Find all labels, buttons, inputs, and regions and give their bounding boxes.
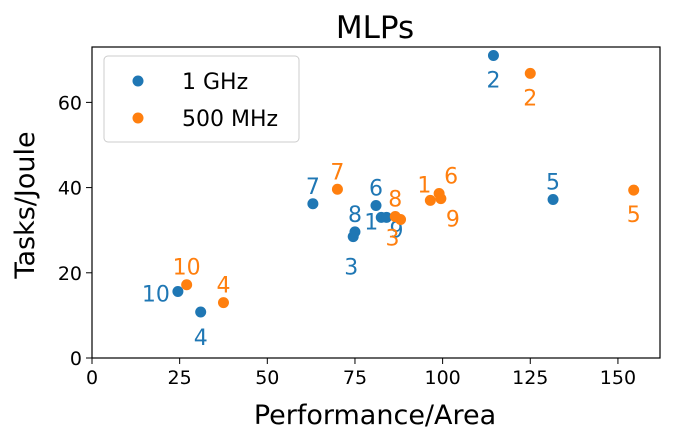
- legend: 1 GHz 500 MHz: [103, 55, 300, 143]
- data-point: [389, 211, 401, 223]
- x-tick-label: 0: [86, 367, 98, 389]
- point-label: 2: [486, 69, 500, 94]
- point-label: 6: [369, 176, 383, 201]
- data-point: [381, 211, 393, 223]
- y-tick-label: 40: [58, 178, 82, 200]
- y-axis-title: Tasks/Joule: [10, 131, 41, 279]
- legend-marker-500mhz: [132, 112, 144, 124]
- point-label: 8: [348, 203, 362, 228]
- data-point: [628, 184, 640, 196]
- x-axis-title: Performance/Area: [254, 400, 496, 431]
- point-label: 4: [216, 274, 230, 299]
- point-label: 9: [446, 208, 460, 233]
- point-label: 4: [194, 326, 208, 351]
- point-label: 8: [388, 188, 402, 213]
- point-label: 2: [523, 86, 537, 111]
- data-point: [172, 286, 184, 298]
- point-label: 1: [364, 210, 378, 235]
- point-label: 6: [444, 165, 458, 190]
- data-point: [349, 226, 361, 238]
- data-point: [487, 50, 499, 62]
- x-tick-label: 50: [255, 367, 279, 389]
- data-point: [435, 193, 447, 205]
- point-label: 10: [142, 283, 170, 308]
- legend-marker-1ghz: [132, 75, 144, 87]
- chart-title: MLPs: [336, 10, 414, 46]
- x-tick-label: 150: [600, 367, 636, 389]
- y-tick-label: 0: [70, 348, 82, 370]
- point-label: 1: [417, 173, 431, 198]
- point-label: 7: [330, 160, 344, 185]
- data-point: [331, 183, 343, 195]
- point-label: 5: [546, 171, 560, 196]
- point-label: 5: [627, 203, 641, 228]
- data-point: [307, 198, 319, 210]
- plot-frame: [91, 46, 661, 359]
- data-point: [547, 194, 559, 206]
- data-point: [195, 306, 207, 318]
- data-point: [181, 279, 193, 291]
- y-tick-label: 20: [58, 263, 82, 285]
- data-point: [424, 194, 436, 206]
- plot-area: 0 25 50 75 100 125 150020406012345678910123456…: [58, 50, 641, 389]
- data-point: [217, 297, 229, 309]
- point-label: 7: [306, 175, 320, 200]
- x-tick-label: 75: [343, 367, 367, 389]
- x-tick-label: 125: [512, 367, 548, 389]
- data-point: [370, 199, 382, 211]
- x-tick-label: 100: [424, 367, 460, 389]
- x-tick-label: 25: [168, 367, 192, 389]
- legend-label-500mhz: 500 MHz: [182, 107, 278, 132]
- point-label: 3: [386, 227, 400, 252]
- data-point: [524, 67, 536, 79]
- point-label: 10: [173, 256, 201, 281]
- legend-label-1ghz: 1 GHz: [182, 70, 248, 95]
- legend-box: [103, 55, 300, 143]
- y-tick-label: 60: [58, 92, 82, 114]
- point-label: 3: [344, 256, 358, 281]
